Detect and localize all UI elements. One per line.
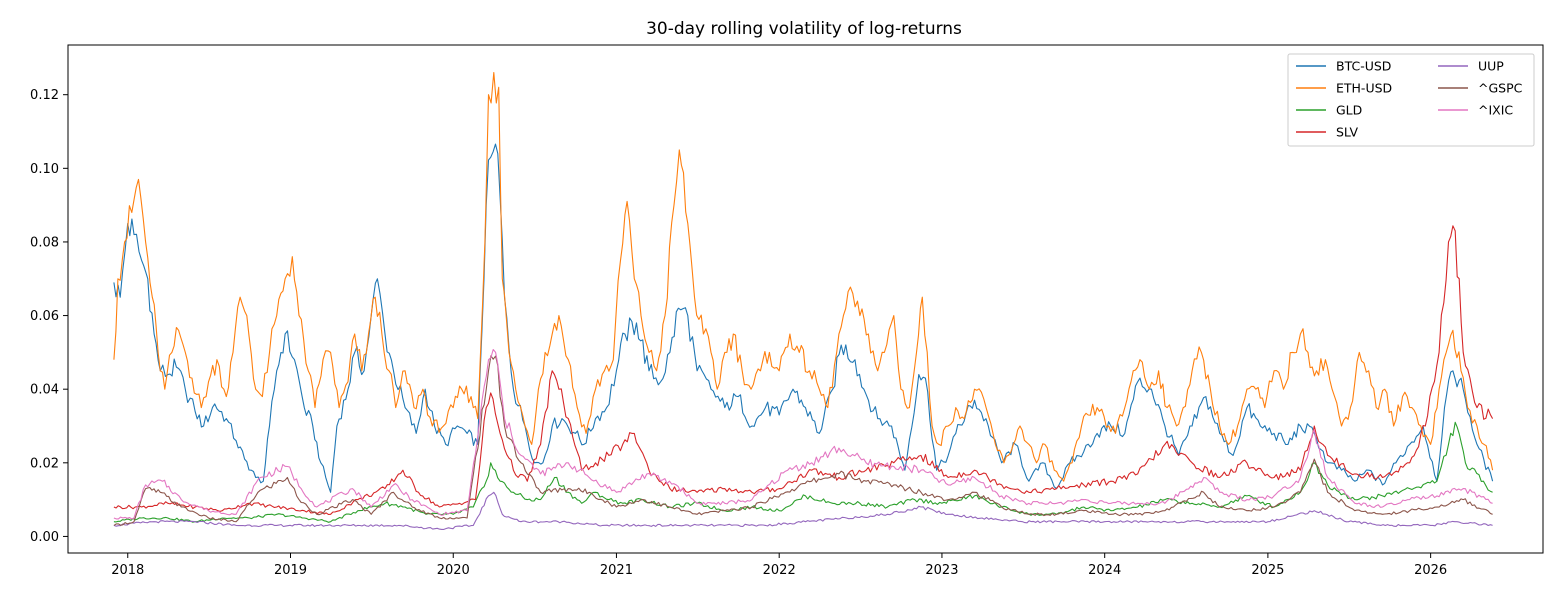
legend-label-btcusd: BTC-USD <box>1336 59 1391 74</box>
legend-label-slv: SLV <box>1336 125 1359 140</box>
x-tick-label: 2024 <box>1088 563 1121 578</box>
series-line-gspc <box>113 355 1493 526</box>
legend-box <box>1287 53 1535 147</box>
plot-frame <box>67 44 1544 554</box>
legend: BTC-USD ETH-USD GLD SLV UUP ^GSPC ^IXIC <box>1287 53 1535 147</box>
y-tick-label: 0.02 <box>30 456 59 471</box>
series-line-btcusd <box>113 143 1494 493</box>
y-tick-label: 0.12 <box>30 88 59 103</box>
x-tick-label: 2026 <box>1414 563 1447 578</box>
x-tick-label: 2022 <box>763 563 796 578</box>
x-tick-label: 2020 <box>437 563 470 578</box>
legend-label-gld: GLD <box>1336 103 1362 118</box>
chart-title: 30-day rolling volatility of log-returns <box>646 19 962 39</box>
series-line-ixic <box>113 348 1493 520</box>
series-line-gld <box>113 421 1493 523</box>
y-tick-label: 0.00 <box>30 530 59 545</box>
y-tick-label: 0.04 <box>30 383 59 398</box>
legend-label-ethusd: ETH-USD <box>1336 81 1392 96</box>
plot-series-layer <box>113 72 1494 530</box>
legend-label-uup: UUP <box>1478 59 1504 74</box>
series-line-slv <box>113 225 1494 515</box>
legend-label-gspc: ^GSPC <box>1478 81 1523 96</box>
x-tick-label: 2018 <box>111 563 144 578</box>
y-tick-label: 0.08 <box>30 235 59 250</box>
x-tick-label: 2019 <box>274 563 307 578</box>
x-tick-label: 2023 <box>925 563 958 578</box>
series-line-uup <box>113 491 1493 530</box>
x-tick-label: 2021 <box>600 563 633 578</box>
y-tick-label: 0.10 <box>30 162 59 177</box>
axes-ticks-layer: 2018 2019 2020 2021 2022 2023 2024 2025 2026 0.00… <box>30 88 1447 578</box>
x-tick-label: 2025 <box>1251 563 1284 578</box>
legend-label-ixic: ^IXIC <box>1478 103 1513 118</box>
series-line-ethusd <box>113 72 1494 482</box>
y-tick-label: 0.06 <box>30 309 59 324</box>
